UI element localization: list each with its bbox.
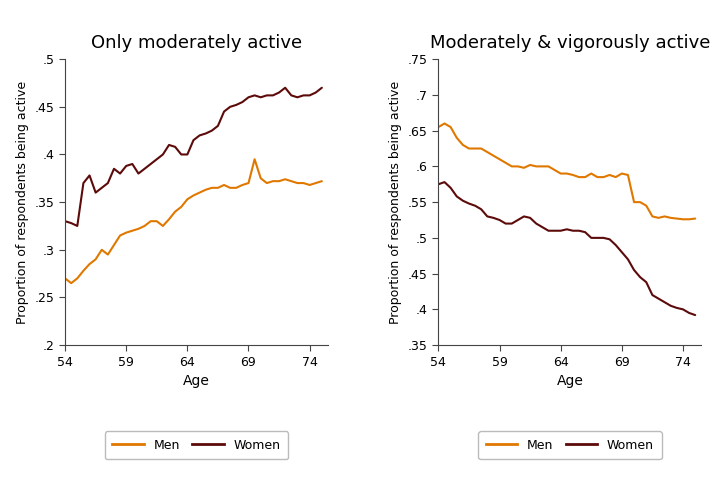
Y-axis label: Proportion of respondents being active: Proportion of respondents being active bbox=[390, 80, 403, 324]
Title: Only moderately active: Only moderately active bbox=[91, 34, 302, 52]
Y-axis label: Proportion of respondents being active: Proportion of respondents being active bbox=[16, 80, 29, 324]
Legend: Men, Women: Men, Women bbox=[105, 431, 288, 459]
Legend: Men, Women: Men, Women bbox=[478, 431, 662, 459]
X-axis label: Age: Age bbox=[557, 374, 583, 388]
X-axis label: Age: Age bbox=[183, 374, 210, 388]
Title: Moderately & vigorously active: Moderately & vigorously active bbox=[429, 34, 710, 52]
